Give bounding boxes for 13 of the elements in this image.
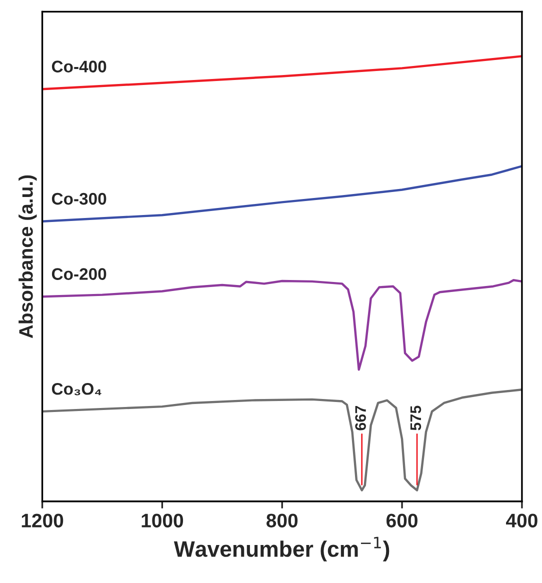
series-label: Co-300	[52, 192, 106, 205]
y-axis-title: Absorbance (a.u.)	[18, 175, 37, 338]
x-tick-label: 1000	[142, 514, 184, 528]
x-tick-label: 1200	[22, 514, 64, 528]
x-tick-label: 600	[386, 514, 418, 528]
x-tick-label: 800	[266, 514, 298, 528]
series-label: Co₃O₄	[52, 382, 102, 396]
annotation: 667	[355, 406, 366, 430]
series-label: Co-200	[52, 268, 106, 280]
annotation: 575	[410, 406, 422, 430]
x-tick-label: 400	[506, 514, 538, 528]
x-axis-title: Wavenumber (cm$^{−1}$)	[174, 536, 390, 562]
series-label: Co-400	[52, 60, 106, 72]
